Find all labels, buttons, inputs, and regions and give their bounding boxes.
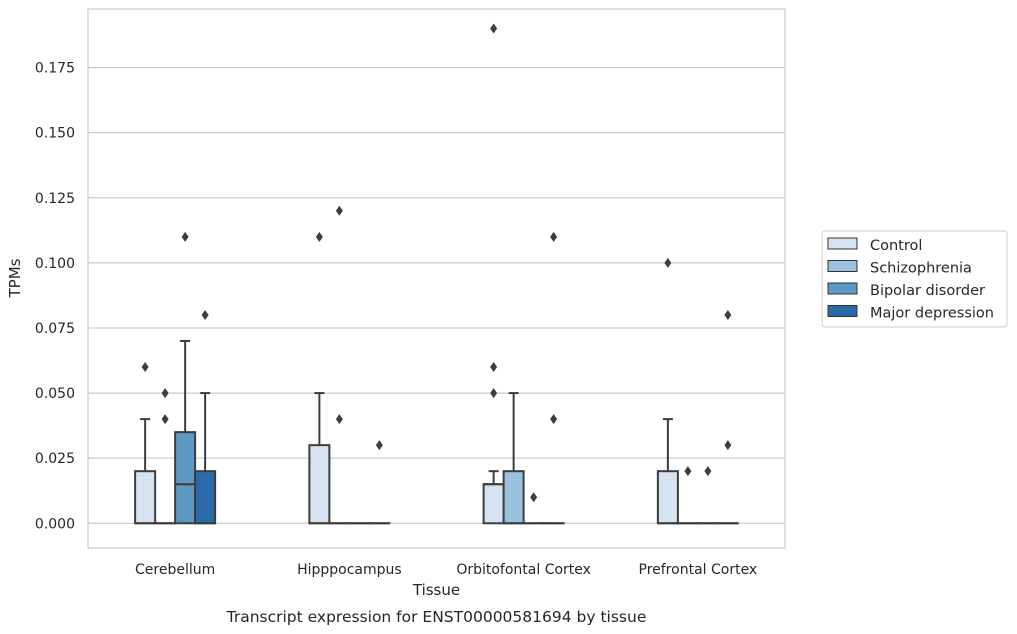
y-tick-label: 0.025 [35, 451, 75, 467]
box-bipolar-disorder [696, 466, 719, 525]
legend-swatch [827, 237, 858, 250]
box [502, 470, 525, 525]
y-tick-label: 0.100 [35, 256, 75, 272]
y-axis-ticks: 0.000 0.025 0.050 0.075 0.100 0.125 0.150 0.175 [35, 61, 75, 533]
outlier-point [724, 309, 732, 320]
box-schizophrenia [154, 388, 177, 525]
plot-area [87, 8, 786, 549]
outlier-point [550, 231, 558, 242]
box-major-depression [368, 440, 391, 525]
y-tick-label: 0.125 [35, 191, 75, 207]
outlier-point [201, 309, 209, 320]
legend-swatch [827, 260, 858, 272]
outlier-point [141, 362, 149, 373]
outlier-point [315, 231, 323, 242]
y-axis-label: TPMs [6, 258, 24, 298]
box [482, 483, 505, 525]
legend-label: Bipolar disorder [870, 283, 985, 299]
outlier-point [550, 414, 558, 425]
outlier-point [704, 466, 712, 477]
x-axis-ticks: Cerebellum Hipppocampus Orbitofontal Corte… [135, 562, 757, 578]
box-control [656, 257, 679, 525]
box-bipolar-disorder [174, 231, 197, 525]
box [308, 444, 331, 525]
legend-label: Schizophrenia [870, 261, 972, 277]
box-major-depression [542, 231, 565, 525]
outlier-point [490, 388, 498, 399]
outlier-point [490, 23, 498, 34]
box-bipolar-disorder [522, 492, 545, 525]
x-tick-label: Prefrontal Cortex [639, 562, 758, 578]
legend-label: Control [870, 238, 922, 254]
box [656, 470, 679, 525]
legend: Control Schizophrenia Bipolar disorder Majo… [821, 230, 1008, 328]
boxes-layer [134, 23, 739, 525]
outlier-point [161, 414, 169, 425]
outlier-point [161, 388, 169, 399]
box-major-depression [194, 309, 217, 525]
x-axis-label: Tissue [412, 581, 460, 599]
legend-label: Major depression [870, 306, 994, 322]
legend-frame [821, 230, 1008, 328]
legend-swatch [827, 305, 858, 317]
outlier-point [335, 205, 343, 216]
box-schizophrenia [676, 466, 699, 525]
outlier-point [335, 414, 343, 425]
box-major-depression [716, 309, 739, 525]
chart-caption: Transcript expression for ENST0000058169… [226, 608, 647, 626]
outlier-point [181, 231, 189, 242]
outlier-point [490, 362, 498, 373]
box-control [482, 23, 505, 525]
y-tick-label: 0.000 [35, 516, 75, 532]
box [194, 470, 217, 525]
x-tick-label: Cerebellum [135, 562, 215, 578]
outlier-point [664, 257, 672, 268]
x-tick-label: Hipppocampus [297, 562, 402, 578]
outlier-point [684, 466, 692, 477]
y-tick-label: 0.050 [35, 386, 75, 402]
box-schizophrenia [502, 392, 525, 525]
x-tick-label: Orbitofontal Cortex [456, 562, 591, 578]
y-tick-label: 0.075 [35, 321, 75, 337]
box-control [134, 362, 157, 525]
y-tick-label: 0.175 [35, 61, 75, 77]
box-control [308, 231, 331, 525]
legend-swatch [827, 282, 858, 295]
outlier-point [375, 440, 383, 451]
outlier-point [724, 440, 732, 451]
box [174, 431, 197, 525]
outlier-point [530, 492, 538, 503]
y-tick-label: 0.150 [35, 126, 75, 142]
box-schizophrenia [328, 205, 351, 525]
box [134, 470, 157, 525]
